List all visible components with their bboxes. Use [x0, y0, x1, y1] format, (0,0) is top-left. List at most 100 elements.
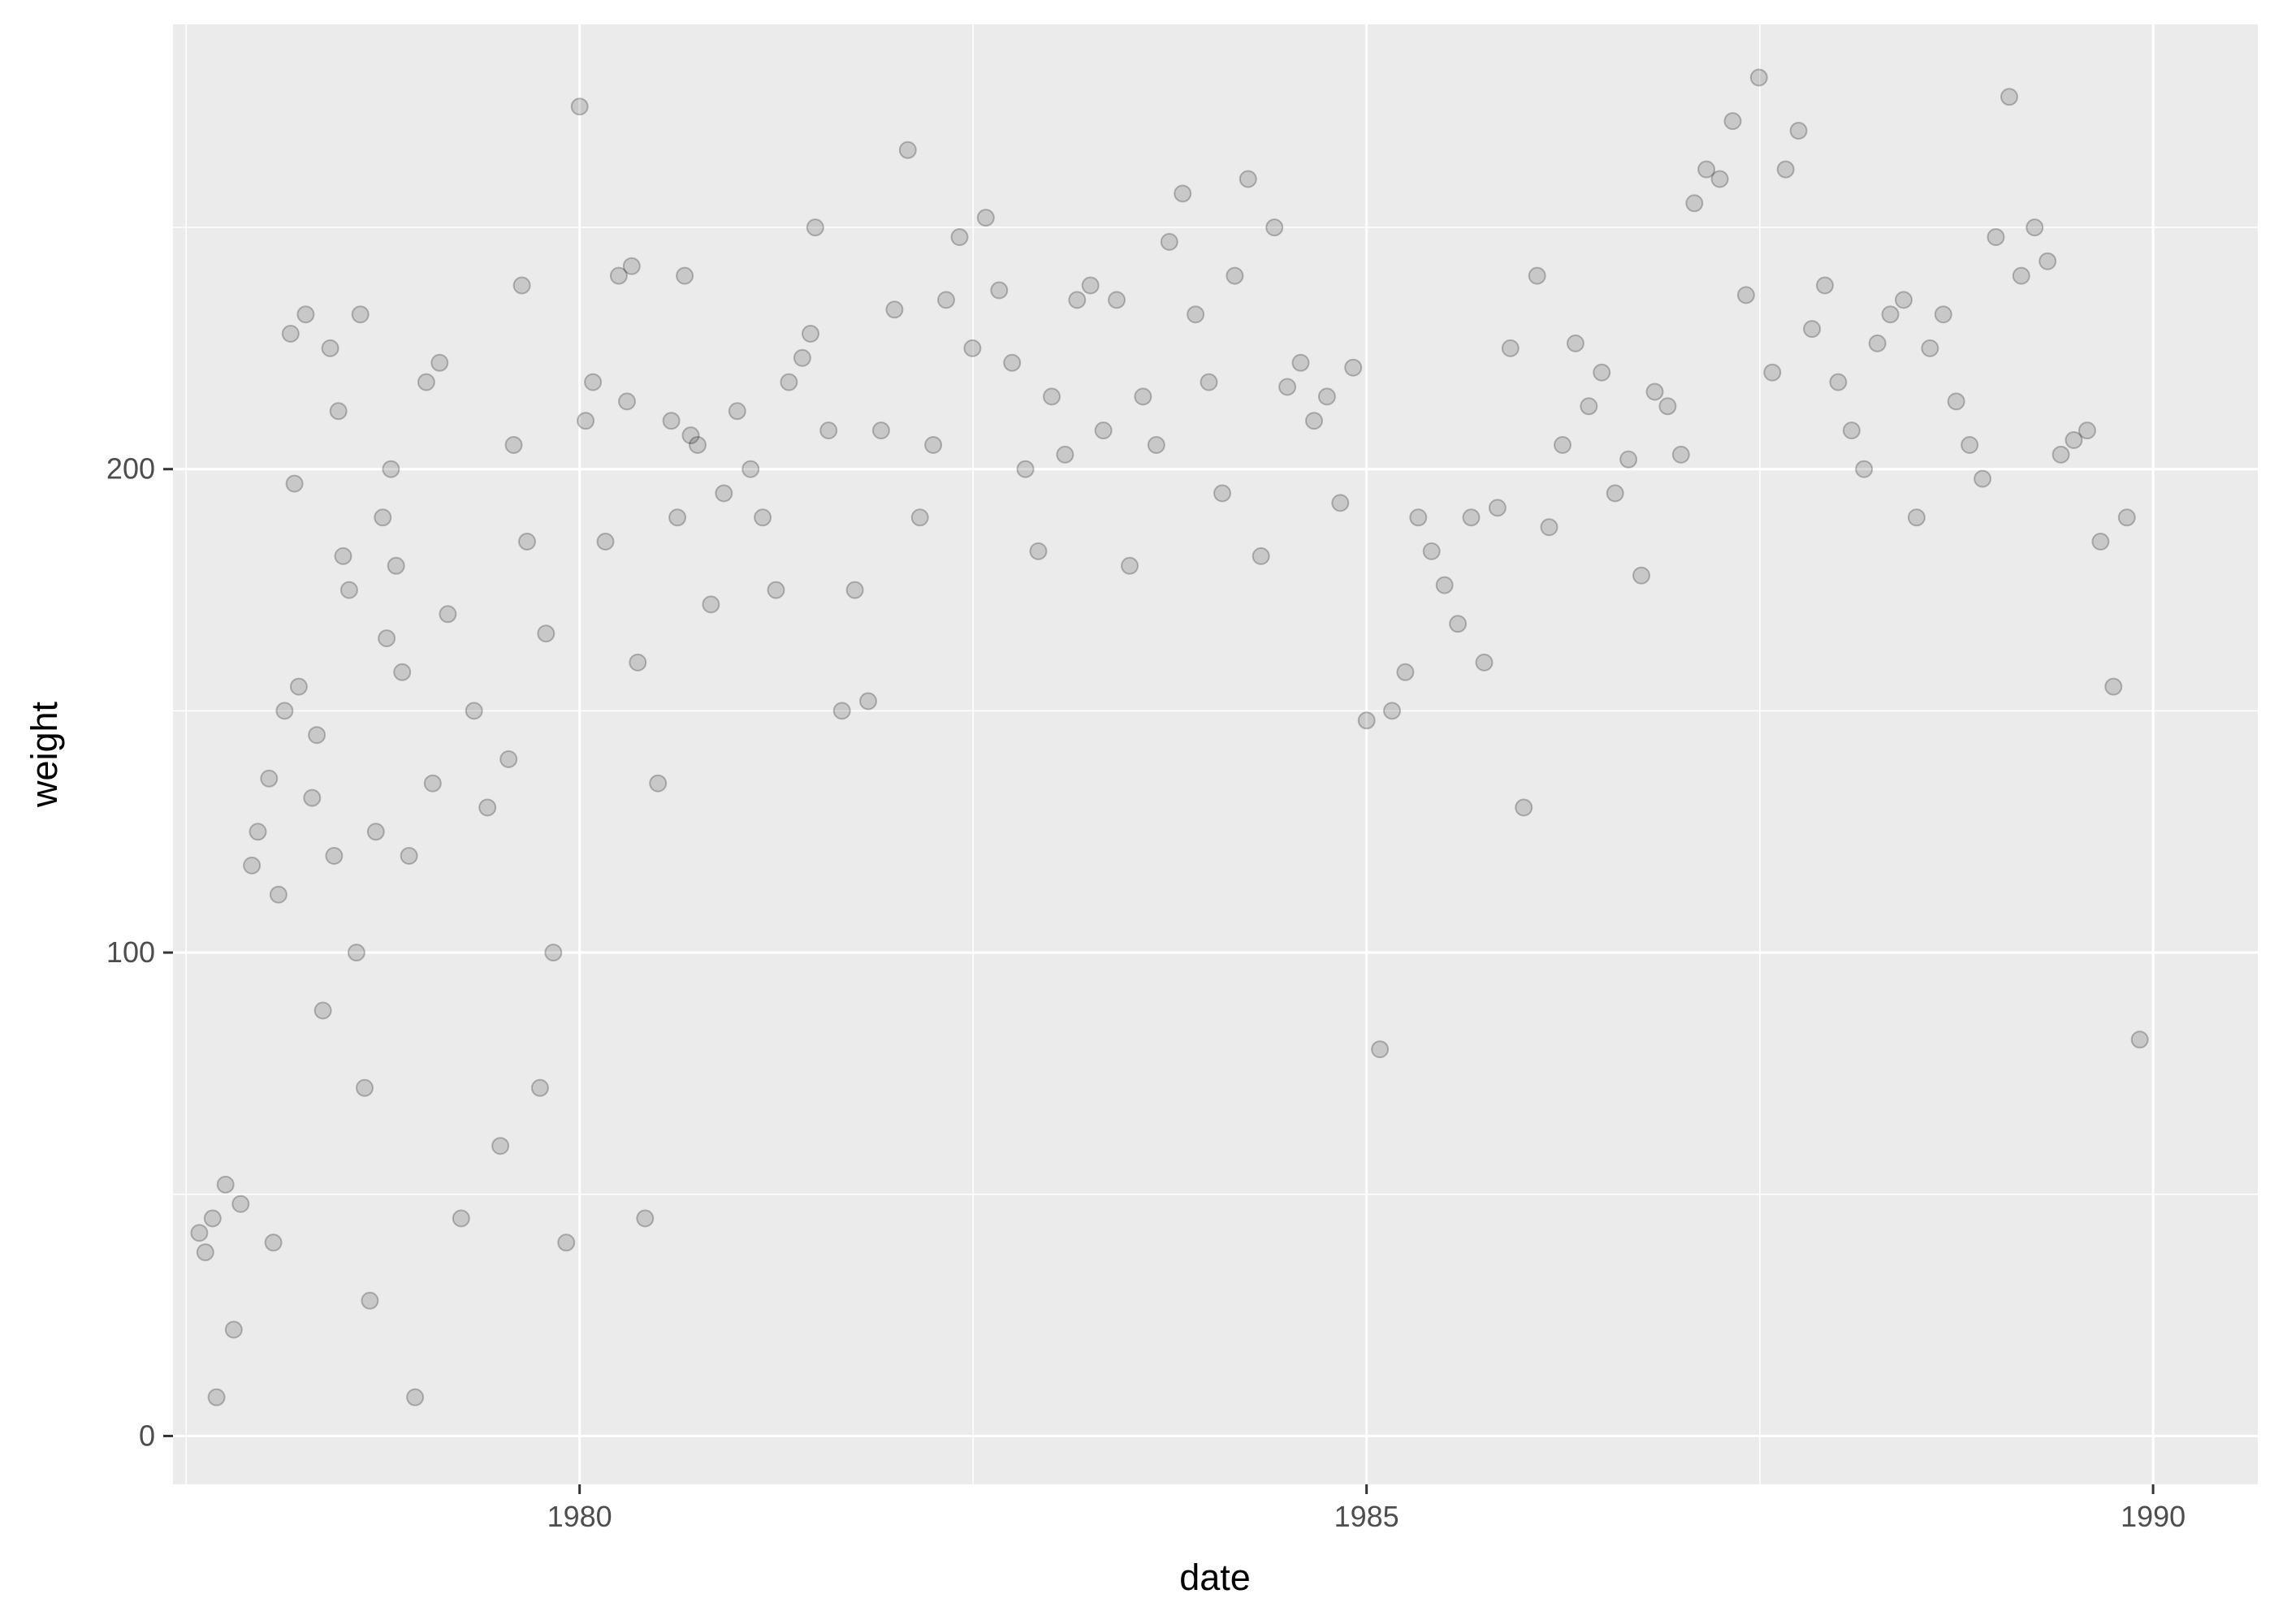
plot-panel: [173, 24, 2258, 1484]
data-point: [596, 533, 615, 551]
data-point: [950, 228, 969, 246]
x-axis: 1980 1985 1990: [547, 1484, 2185, 1533]
data-point: [1317, 387, 1336, 406]
data-point: [1907, 508, 1926, 527]
data-point: [243, 856, 262, 875]
data-point: [1265, 218, 1284, 237]
data-point: [1278, 378, 1297, 396]
data-point: [715, 484, 733, 503]
data-point: [668, 508, 687, 527]
data-point: [1881, 305, 1900, 324]
y-axis: 0 100 200: [106, 452, 173, 1452]
data-point: [1736, 286, 1755, 304]
x-tick-label-1990: 1990: [2121, 1500, 2185, 1533]
data-point: [622, 257, 641, 275]
data-point: [618, 392, 636, 411]
data-point: [754, 508, 772, 527]
data-point: [1842, 421, 1861, 440]
data-point: [491, 1137, 510, 1155]
data-point: [1409, 508, 1428, 527]
data-point: [382, 460, 400, 478]
data-point: [819, 421, 838, 440]
data-point: [1855, 460, 1874, 478]
data-point: [1593, 363, 1611, 382]
data-point: [937, 291, 955, 309]
data-point: [351, 305, 370, 324]
data-point: [1710, 170, 1729, 188]
data-point: [845, 581, 864, 599]
data-point: [584, 373, 603, 391]
data-point: [339, 581, 358, 599]
data-point: [1344, 358, 1363, 377]
data-point: [1331, 494, 1350, 512]
data-point: [1134, 387, 1152, 406]
data-point: [281, 325, 300, 343]
data-point: [512, 276, 531, 295]
data-point: [557, 1233, 576, 1252]
data-point: [1213, 484, 1231, 503]
data-point: [871, 421, 890, 440]
data-point: [1697, 160, 1716, 179]
data-point: [231, 1194, 250, 1213]
data-point: [356, 1078, 374, 1097]
data-point: [1515, 798, 1533, 817]
data-point: [423, 774, 442, 793]
data-point: [1645, 382, 1664, 401]
data-point: [1789, 122, 1808, 140]
data-point: [1239, 170, 1257, 188]
data-point: [2038, 252, 2057, 270]
x-tick-label-1980: 1980: [547, 1500, 612, 1533]
data-point: [963, 339, 982, 357]
data-point: [366, 823, 385, 841]
data-point: [898, 140, 917, 159]
data-point: [313, 1001, 332, 1020]
data-points: [190, 68, 2149, 1406]
data-point: [1291, 353, 1310, 372]
data-point: [325, 847, 344, 865]
data-point: [885, 300, 904, 319]
y-tick-label-0: 0: [139, 1419, 155, 1452]
data-point: [1121, 556, 1139, 575]
data-point: [1043, 387, 1061, 406]
data-point: [1160, 232, 1178, 251]
data-point: [544, 944, 563, 962]
data-point: [1371, 1040, 1390, 1059]
data-point: [609, 266, 628, 285]
data-point: [1763, 363, 1782, 382]
data-point: [741, 460, 760, 478]
data-point: [537, 624, 556, 643]
data-point: [1003, 353, 1022, 372]
data-point: [224, 1320, 243, 1339]
data-point: [1488, 499, 1507, 517]
data-point: [1934, 305, 1952, 324]
data-point: [629, 653, 647, 672]
data-point: [1580, 397, 1598, 416]
data-point: [1016, 460, 1035, 478]
data-point: [285, 474, 304, 493]
data-point: [264, 1233, 283, 1252]
data-point: [1540, 518, 1559, 537]
data-point: [1829, 373, 1848, 391]
data-point: [1422, 542, 1441, 560]
data-point: [924, 436, 943, 454]
data-point: [1803, 320, 1822, 339]
data-point: [1462, 508, 1481, 527]
data-point: [767, 581, 785, 599]
data-point: [1147, 436, 1165, 454]
data-point: [1723, 112, 1742, 131]
data-point: [1435, 576, 1454, 594]
data-point: [275, 702, 294, 720]
data-point: [1749, 68, 1768, 87]
data-point: [1094, 421, 1113, 440]
x-axis-title: date: [1179, 1557, 1251, 1598]
data-point: [832, 702, 851, 720]
data-point: [1947, 392, 1965, 411]
data-point: [478, 798, 497, 817]
data-point: [2078, 421, 2096, 440]
data-point: [1357, 711, 1376, 730]
data-point: [203, 1209, 222, 1228]
data-point: [1776, 160, 1795, 179]
data-point: [1528, 266, 1546, 285]
data-point: [334, 546, 352, 565]
data-point: [728, 402, 746, 421]
